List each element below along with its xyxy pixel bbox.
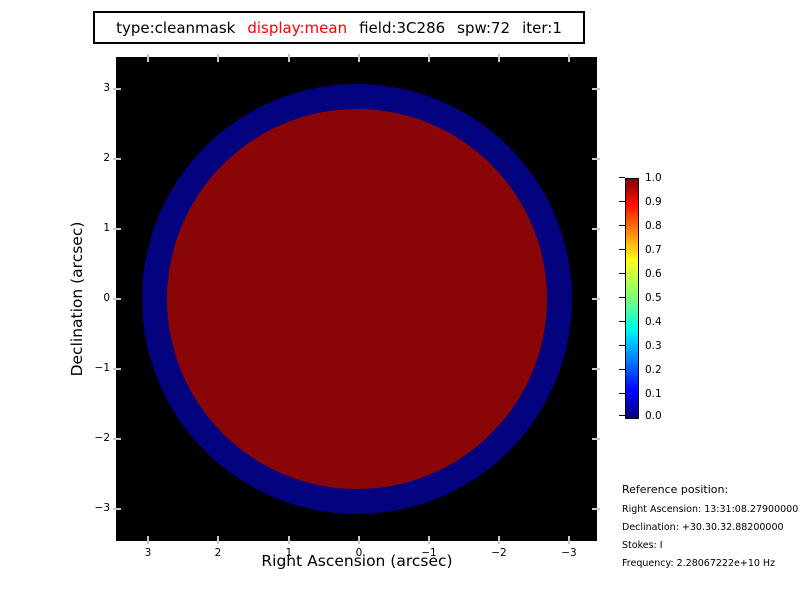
y-tick-label: −2	[94, 432, 110, 444]
x-tick-label: 3	[144, 547, 152, 559]
y-tick-label: −1	[94, 362, 110, 374]
tick-mark	[147, 536, 149, 544]
y-tick-label: 0	[103, 292, 110, 304]
colorbar-tick-label: 0.2	[645, 364, 662, 376]
x-tick-label: 2	[214, 547, 222, 559]
colorbar-tick-mark	[619, 249, 625, 250]
x-tick-label: 0	[355, 547, 363, 559]
title-segment-spw: spw:72	[457, 18, 511, 37]
x-tick-label: −3	[561, 547, 577, 559]
tick-mark	[592, 368, 600, 370]
tick-mark	[113, 88, 121, 90]
x-tick-label: −2	[491, 547, 507, 559]
reference-position-block: Reference position: Right Ascension: 13:…	[622, 483, 800, 576]
tick-mark	[592, 508, 600, 510]
y-tick-label: 2	[103, 152, 110, 164]
colorbar-gradient	[625, 178, 639, 419]
tick-mark	[592, 438, 600, 440]
reference-right-ascension: Right Ascension: 13:31:08.27900000	[622, 504, 799, 515]
reference-stokes: Stokes: I	[622, 540, 663, 551]
colorbar-tick-label: 0.8	[645, 220, 662, 232]
tick-mark	[113, 368, 121, 370]
colorbar-tick-label: 0.9	[645, 196, 662, 208]
tick-mark	[428, 536, 430, 544]
tick-mark	[498, 536, 500, 544]
tick-mark	[288, 536, 290, 544]
y-tick-label: 3	[103, 82, 110, 94]
colorbar-tick-mark	[619, 297, 625, 298]
colorbar-tick-mark	[619, 273, 625, 274]
tick-mark	[217, 536, 219, 544]
colorbar-tick-label: 0.1	[645, 388, 662, 400]
tick-mark	[113, 508, 121, 510]
title-segment-display: display:mean	[247, 18, 348, 37]
title-segment-iter: iter:1	[522, 18, 562, 37]
tick-mark	[568, 54, 570, 62]
title-segment-type: type:cleanmask	[116, 18, 236, 37]
colorbar-tick-mark	[619, 321, 625, 322]
tick-mark	[113, 298, 121, 300]
tick-mark	[358, 54, 360, 62]
tick-mark	[592, 88, 600, 90]
colorbar-tick-label: 0.4	[645, 316, 662, 328]
tick-mark	[113, 158, 121, 160]
tick-mark	[288, 54, 290, 62]
tick-mark	[358, 536, 360, 544]
colorbar-tick-mark	[619, 345, 625, 346]
y-tick-label: −3	[94, 502, 110, 514]
title-segment-field: field:3C286	[359, 18, 446, 37]
tick-mark	[592, 158, 600, 160]
colorbar-tick-label: 0.5	[645, 292, 662, 304]
colorbar-tick-mark	[619, 201, 625, 202]
title-box: type:cleanmask display:mean field:3C286 …	[93, 11, 585, 44]
x-tick-label: 1	[285, 547, 293, 559]
x-tick-label: −1	[421, 547, 437, 559]
y-tick-label: 1	[103, 222, 110, 234]
tick-mark	[217, 54, 219, 62]
y-axis-title: Declination (arcsec)	[68, 221, 86, 377]
colorbar-tick-label: 0.7	[645, 244, 662, 256]
tick-mark	[113, 228, 121, 230]
tick-mark	[592, 228, 600, 230]
tick-mark	[592, 298, 600, 300]
reference-declination: Declination: +30.30.32.88200000	[622, 522, 784, 533]
plot-canvas	[113, 54, 600, 544]
colorbar-tick-label: 0.0	[645, 410, 662, 422]
tick-mark	[113, 438, 121, 440]
colorbar-tick-mark	[619, 369, 625, 370]
colorbar-tick-mark	[619, 415, 625, 416]
tick-mark	[147, 54, 149, 62]
x-axis-title: Right Ascension (arcsec)	[261, 552, 453, 570]
reference-heading: Reference position:	[622, 483, 729, 496]
colorbar-tick-label: 0.6	[645, 268, 662, 280]
reference-frequency: Frequency: 2.28067222e+10 Hz	[622, 558, 776, 569]
mask-inner-disk	[167, 109, 547, 489]
tick-mark	[568, 536, 570, 544]
colorbar-tick-mark	[619, 393, 625, 394]
colorbar-tick-label: 0.3	[645, 340, 662, 352]
colorbar-tick-mark	[619, 177, 625, 178]
tick-mark	[498, 54, 500, 62]
colorbar-tick-mark	[619, 225, 625, 226]
colorbar-tick-label: 1.0	[645, 172, 662, 184]
tick-mark	[428, 54, 430, 62]
